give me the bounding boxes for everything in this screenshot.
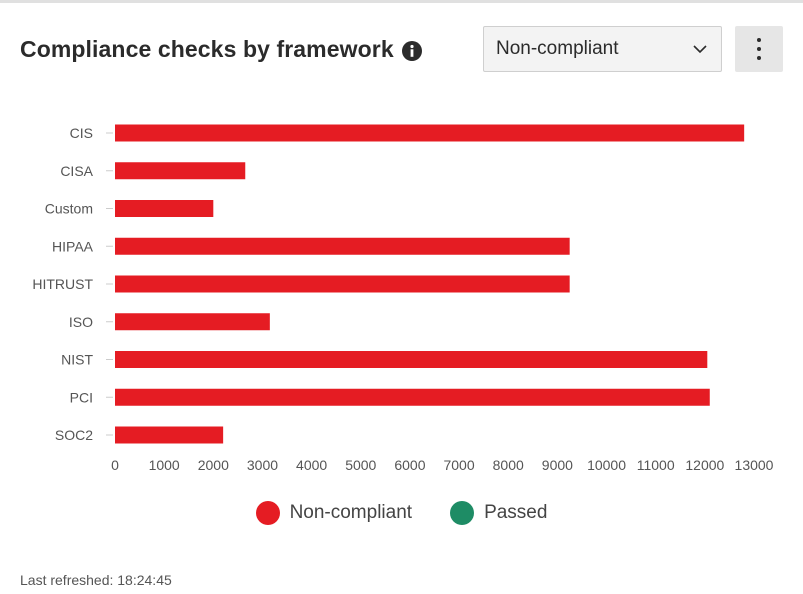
kebab-dot — [757, 47, 761, 51]
legend-label-passed: Passed — [484, 502, 548, 523]
bar-noncompliant — [115, 275, 570, 293]
x-tick-label: 0 — [111, 457, 119, 473]
x-tick-label: 1000 — [149, 457, 180, 473]
x-tick-label: 10000 — [587, 457, 626, 473]
y-tick-label: PCI — [70, 389, 93, 405]
kebab-dot — [757, 38, 761, 42]
info-icon[interactable] — [401, 40, 422, 61]
x-tick-label: 6000 — [394, 457, 425, 473]
y-tick-label: CISA — [60, 163, 93, 179]
chart-legend: Non-compliant Passed — [0, 501, 803, 525]
bar-noncompliant — [115, 237, 570, 255]
legend-label-noncompliant: Non-compliant — [289, 502, 413, 523]
kebab-dot — [757, 56, 761, 60]
filter-dropdown-value: Non-compliant — [496, 38, 619, 59]
x-tick-label: 8000 — [493, 457, 524, 473]
legend-swatch-noncompliant — [255, 501, 280, 525]
bar-chart: CIS CISA Custom HIPAA HITRUST ISO NIST PCI SOC2 0… — [32, 124, 774, 473]
y-tick-label: SOC2 — [55, 427, 93, 443]
last-refreshed-text: Last refreshed: 18:24:45 — [20, 572, 172, 588]
bar-noncompliant — [115, 426, 224, 444]
more-options-button[interactable] — [735, 26, 783, 72]
bar-noncompliant — [115, 162, 246, 180]
bar-noncompliant — [115, 313, 270, 331]
x-tick-label: 5000 — [345, 457, 376, 473]
bar-noncompliant — [115, 200, 214, 217]
y-tick-label: HITRUST — [32, 276, 93, 292]
x-tick-label: 12000 — [685, 457, 724, 473]
bar-noncompliant — [115, 124, 745, 142]
x-tick-label: 3000 — [247, 457, 278, 473]
x-tick-label: 2000 — [198, 457, 229, 473]
x-tick-label: 13000 — [735, 457, 774, 473]
x-tick-label: 11000 — [637, 457, 675, 473]
card-title: Compliance checks by framework — [20, 36, 422, 63]
y-tick-label: Custom — [45, 201, 93, 217]
y-tick-label: HIPAA — [52, 238, 94, 254]
y-tick-label: CIS — [70, 125, 93, 141]
bar-noncompliant — [115, 351, 708, 368]
bar-noncompliant — [115, 388, 710, 406]
filter-dropdown[interactable]: Non-compliant — [483, 26, 722, 72]
y-tick-label: ISO — [69, 314, 93, 330]
legend-swatch-passed — [450, 501, 475, 525]
y-tick-label: NIST — [61, 352, 93, 368]
card-title-text: Compliance checks by framework — [20, 36, 394, 62]
x-tick-label: 9000 — [542, 457, 573, 473]
legend-item-noncompliant[interactable]: Non-compliant — [255, 501, 413, 525]
chevron-down-icon — [693, 44, 707, 53]
x-tick-label: 7000 — [443, 457, 474, 473]
x-tick-label: 4000 — [296, 457, 327, 473]
legend-item-passed[interactable]: Passed — [450, 501, 547, 525]
